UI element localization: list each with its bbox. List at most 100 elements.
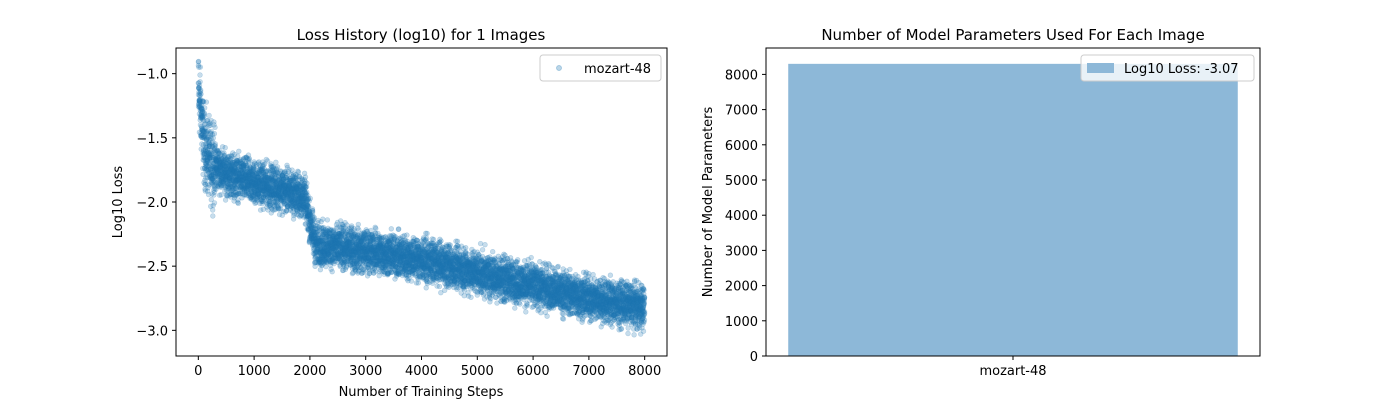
loss-point	[195, 59, 202, 65]
loss-point	[205, 191, 212, 198]
loss-point	[207, 152, 213, 158]
loss-point	[197, 107, 204, 113]
loss-point	[214, 161, 220, 167]
loss-point	[195, 80, 202, 86]
loss-point	[212, 165, 218, 172]
loss-point	[208, 173, 215, 179]
loss-point	[213, 157, 220, 163]
loss-point	[217, 161, 223, 167]
loss-point	[210, 179, 216, 185]
loss-point	[218, 160, 224, 166]
loss-point	[205, 147, 211, 153]
loss-point	[217, 167, 223, 173]
loss-point	[203, 145, 209, 151]
loss-point	[215, 149, 222, 155]
loss-point	[211, 119, 217, 125]
loss-point	[209, 163, 215, 170]
loss-chart-title: Loss History (log10) for 1 Images	[297, 26, 546, 44]
loss-point	[213, 165, 219, 172]
loss-point	[206, 160, 213, 166]
loss-point	[206, 136, 212, 143]
loss-point	[196, 98, 203, 104]
loss-point	[212, 145, 218, 151]
loss-point	[205, 139, 212, 145]
loss-point	[203, 140, 209, 147]
loss-point	[207, 154, 213, 161]
loss-point	[209, 165, 216, 171]
loss-point	[211, 200, 218, 206]
loss-point	[355, 221, 361, 228]
loss-point	[295, 169, 302, 175]
loss-point	[212, 153, 219, 160]
loss-point	[214, 159, 220, 165]
loss-point	[207, 175, 214, 181]
loss-point	[216, 162, 222, 169]
loss-point	[199, 127, 206, 133]
loss-point	[210, 164, 217, 170]
loss-point	[216, 166, 223, 172]
loss-point	[214, 157, 220, 163]
loss-point	[214, 167, 220, 174]
loss-point	[208, 179, 215, 186]
loss-point	[204, 155, 211, 161]
loss-point	[216, 180, 222, 186]
loss-point	[211, 167, 218, 173]
loss-point	[216, 170, 222, 176]
loss-point	[201, 165, 208, 172]
loss-point	[212, 124, 218, 131]
loss-point	[198, 105, 205, 111]
loss-point	[200, 142, 207, 148]
loss-point	[205, 185, 211, 191]
loss-point	[203, 151, 210, 158]
loss-point	[217, 164, 223, 170]
loss-point	[199, 106, 205, 112]
loss-point	[211, 187, 217, 193]
loss-point	[201, 134, 207, 140]
loss-point	[205, 160, 212, 166]
loss-point	[201, 150, 208, 157]
loss-point	[203, 131, 209, 137]
loss-point	[213, 167, 220, 173]
loss-point	[196, 97, 203, 104]
loss-point	[205, 149, 211, 156]
loss-point	[197, 96, 204, 103]
loss-point	[216, 155, 222, 161]
loss-point	[217, 165, 223, 171]
loss-point	[197, 88, 204, 95]
loss-point	[196, 111, 203, 117]
loss-point	[203, 175, 209, 181]
loss-point	[388, 226, 394, 232]
loss-point	[198, 112, 204, 119]
loss-point	[203, 148, 209, 155]
loss-point	[217, 171, 223, 177]
loss-point	[204, 157, 210, 163]
loss-point	[447, 242, 453, 248]
loss-point	[209, 131, 216, 138]
loss-point	[212, 164, 218, 171]
loss-point	[198, 115, 204, 121]
loss-point	[216, 150, 222, 156]
loss-point	[204, 128, 210, 135]
loss-point	[212, 184, 218, 190]
loss-point	[218, 162, 224, 169]
loss-point	[216, 173, 222, 180]
loss-point	[205, 163, 211, 169]
loss-point	[211, 182, 218, 189]
loss-point	[210, 171, 216, 178]
loss-point	[206, 182, 212, 188]
loss-point	[197, 99, 204, 105]
loss-point	[207, 155, 214, 161]
loss-point	[209, 180, 215, 187]
loss-point	[213, 181, 220, 187]
loss-point	[217, 181, 224, 188]
loss-point	[214, 171, 221, 177]
loss-point	[208, 130, 214, 137]
loss-point	[324, 217, 331, 223]
loss-point	[197, 98, 203, 104]
loss-point	[214, 166, 220, 173]
loss-point	[206, 155, 213, 161]
loss-point	[218, 164, 224, 170]
loss-point	[217, 177, 223, 184]
loss-point	[216, 161, 223, 167]
